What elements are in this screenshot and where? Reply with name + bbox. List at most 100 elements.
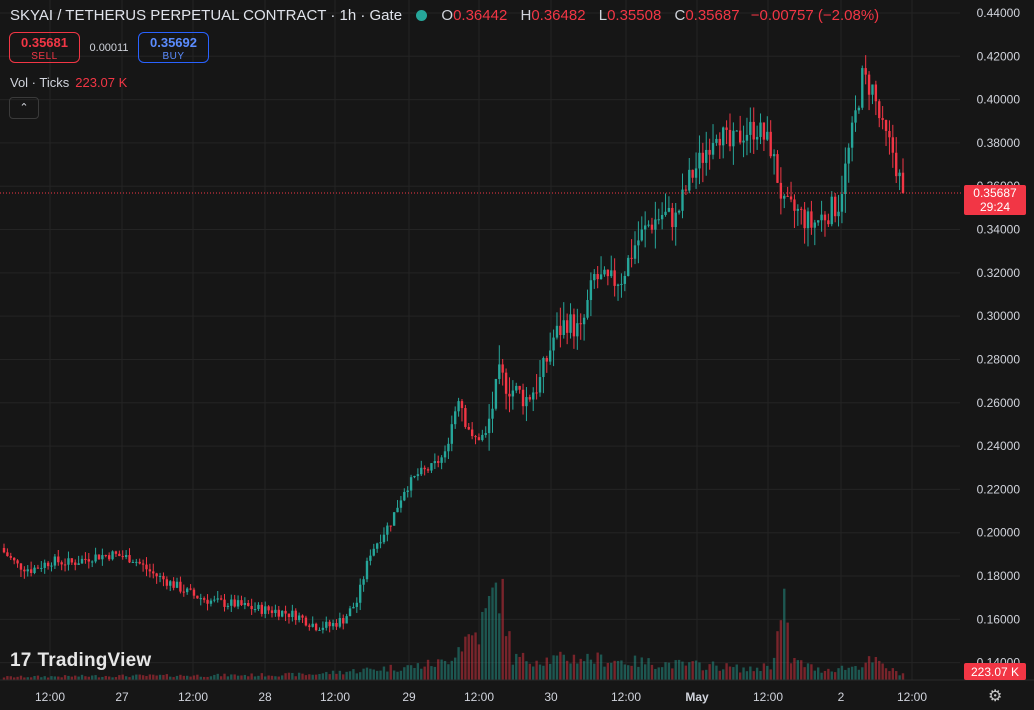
volume-bar xyxy=(264,676,267,680)
candle-body xyxy=(745,134,749,141)
candle-body xyxy=(423,467,426,470)
volume-bar xyxy=(219,676,223,680)
volume-bar xyxy=(318,674,321,680)
sell-button[interactable]: 0.35681 SELL xyxy=(9,32,80,63)
candle-body xyxy=(145,564,148,570)
volume-bar xyxy=(223,673,226,680)
volume-bar xyxy=(297,672,301,680)
candle-body xyxy=(650,224,654,230)
volume-bar xyxy=(352,669,355,680)
candle-body xyxy=(291,610,294,618)
candle-body xyxy=(311,623,314,627)
volume-bar xyxy=(372,669,375,680)
volume-bar xyxy=(664,662,667,680)
volume-bar xyxy=(454,657,457,680)
volume-bar xyxy=(311,674,314,680)
volume-bar xyxy=(158,674,162,680)
volume-bar xyxy=(267,675,270,680)
candle-body xyxy=(355,602,359,607)
candle-body xyxy=(331,623,335,627)
volume-bar xyxy=(308,674,311,680)
candle-body xyxy=(633,245,637,259)
candle-body xyxy=(803,209,806,229)
candle-body xyxy=(369,555,372,561)
volume-bar xyxy=(430,666,433,680)
volume-bar xyxy=(820,672,823,680)
candle-body xyxy=(474,436,477,438)
volume-bar xyxy=(186,675,189,680)
candle-body xyxy=(596,274,599,280)
volume-bar xyxy=(752,671,755,680)
volume-bar xyxy=(379,670,382,680)
candle-body xyxy=(854,110,857,123)
candle-body xyxy=(494,378,498,409)
buy-button[interactable]: 0.35692 BUY xyxy=(138,32,209,63)
volume-bar xyxy=(243,674,247,680)
tradingview-logo[interactable]: 17 TradingView xyxy=(10,650,151,672)
candle-body xyxy=(572,314,576,337)
volume-bar xyxy=(84,676,87,680)
volume-bar xyxy=(565,660,569,680)
candle-body xyxy=(287,613,291,618)
volume-bar xyxy=(481,611,484,680)
candle-body xyxy=(426,469,430,471)
volume-bar xyxy=(735,664,738,680)
volume-bar xyxy=(630,665,633,680)
price-tick-label: 0.24000 xyxy=(977,439,1021,453)
volume-bar xyxy=(569,663,572,680)
volume-bar xyxy=(881,663,884,680)
volume-bar xyxy=(111,677,114,680)
volume-legend[interactable]: Vol · Ticks 223.07 K xyxy=(10,75,127,90)
candle-body xyxy=(772,154,776,157)
candle-body xyxy=(236,600,240,607)
candle-body xyxy=(535,392,538,394)
candle-body xyxy=(104,555,107,557)
time-tick-label: 12:00 xyxy=(753,690,783,704)
candle-body xyxy=(74,562,77,565)
candle-body xyxy=(172,581,175,588)
price-tick-label: 0.26000 xyxy=(977,396,1021,410)
volume-bar xyxy=(169,676,172,680)
candle-body xyxy=(342,618,345,624)
volume-bar xyxy=(528,663,532,680)
volume-bar xyxy=(406,665,409,680)
candle-body xyxy=(243,602,247,606)
price-tick-label: 0.38000 xyxy=(977,136,1021,150)
volume-bar xyxy=(287,672,291,680)
volume-bar xyxy=(423,666,426,680)
candle-body xyxy=(511,390,515,397)
candle-body xyxy=(701,152,705,163)
tradingview-logo-mark: 17 xyxy=(10,650,32,671)
volume-bar xyxy=(355,673,359,680)
candle-body xyxy=(728,129,732,147)
volume-bar xyxy=(294,676,297,680)
candle-body xyxy=(67,558,70,565)
candle-body xyxy=(182,591,185,593)
time-tick-label: 27 xyxy=(115,690,129,704)
candle-body xyxy=(23,569,26,572)
volume-bar xyxy=(209,676,213,680)
volume-bar xyxy=(623,664,627,680)
price-tick-label: 0.28000 xyxy=(977,352,1021,366)
candle-body xyxy=(565,320,569,333)
candle-body xyxy=(715,138,718,143)
volume-bar xyxy=(165,674,169,680)
candle-body xyxy=(643,225,647,230)
volume-bar xyxy=(23,677,26,680)
gear-icon[interactable]: ⚙ xyxy=(988,688,1003,705)
volume-bar xyxy=(192,675,196,680)
volume-bar xyxy=(416,663,420,680)
volume-bar xyxy=(511,664,515,680)
candle-body xyxy=(776,154,779,183)
volume-label: Vol · Ticks xyxy=(10,75,70,90)
volume-bar xyxy=(470,635,474,680)
volume-bar xyxy=(732,667,735,680)
candle-body xyxy=(884,119,888,131)
volume-bar xyxy=(755,667,759,680)
volume-bar xyxy=(97,677,101,680)
change-value: −0.00757 (−2.08%) xyxy=(750,7,880,24)
candle-body xyxy=(722,127,725,146)
chevron-up-icon[interactable]: ⌃ xyxy=(9,97,39,119)
volume-bar xyxy=(718,670,721,680)
